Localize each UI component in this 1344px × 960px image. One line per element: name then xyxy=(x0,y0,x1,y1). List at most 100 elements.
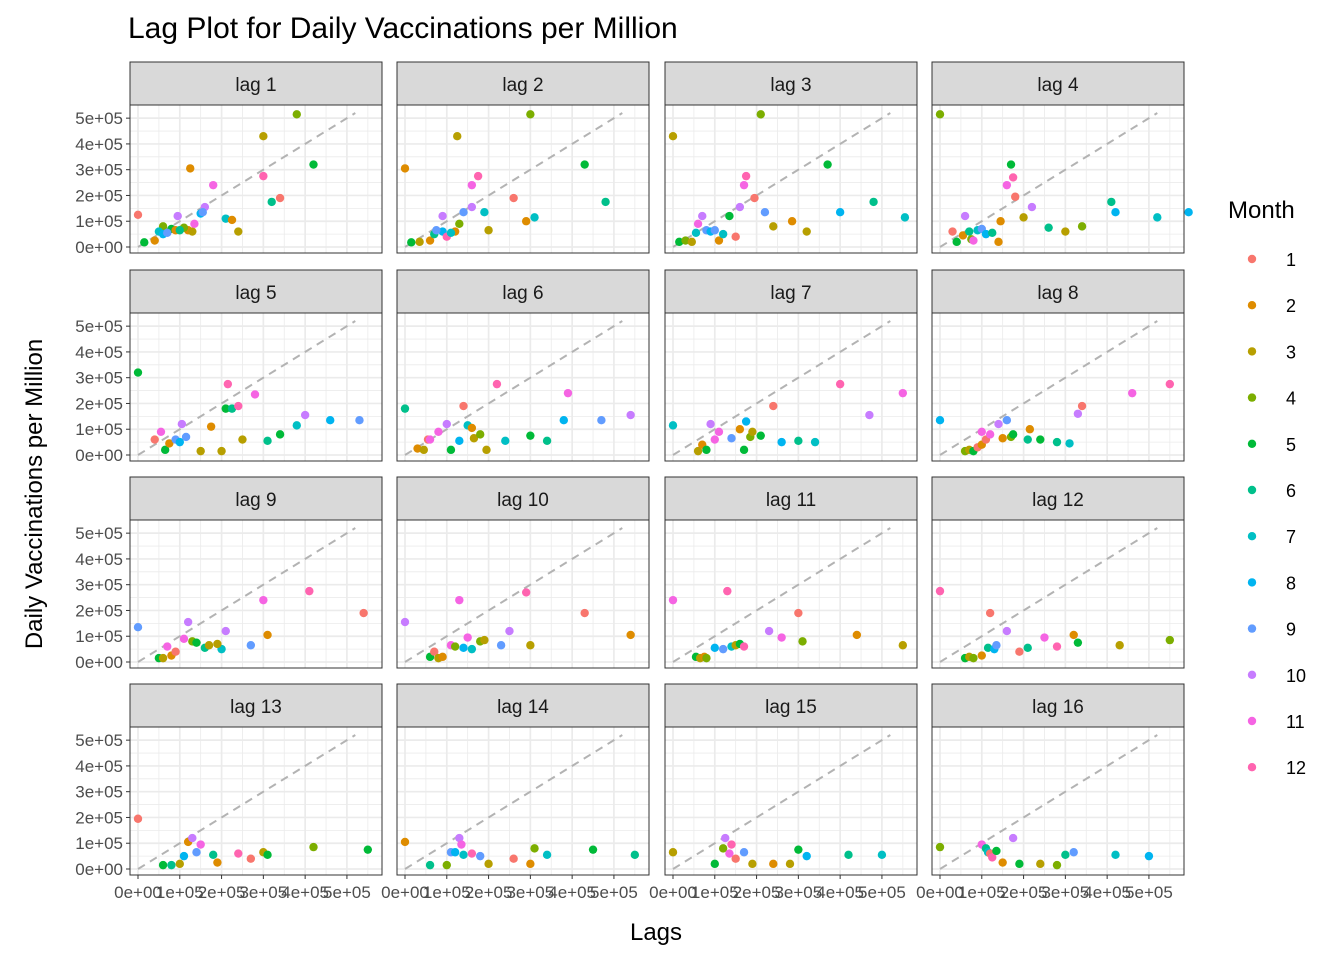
data-point xyxy=(750,193,759,203)
facet-label: lag 11 xyxy=(766,490,816,511)
facet-strip xyxy=(664,476,918,521)
legend-label: 8 xyxy=(1286,573,1296,593)
data-point xyxy=(668,848,678,857)
panel-background xyxy=(665,727,917,875)
identity-reference-line xyxy=(672,527,891,663)
data-point xyxy=(446,445,456,455)
data-point xyxy=(188,833,197,843)
data-point xyxy=(463,633,472,642)
x-tick-label: 2e+05 xyxy=(733,883,781,902)
data-point xyxy=(259,131,268,141)
data-point xyxy=(1107,197,1116,207)
data-point xyxy=(246,641,256,650)
facet-label: lag 16 xyxy=(1032,697,1084,718)
data-point xyxy=(438,652,447,662)
facet-panel: lag 5 0e+00 1e+05 2e+05 3e+05 4e+05 5e+05 xyxy=(75,269,383,465)
data-point xyxy=(998,858,1007,867)
data-point xyxy=(1065,439,1074,448)
data-point xyxy=(769,222,778,231)
x-axis-title: Lags xyxy=(630,919,682,946)
panel-border xyxy=(129,312,383,462)
identity-reference-line xyxy=(939,734,1158,870)
legend-key xyxy=(1247,439,1257,448)
panel-background xyxy=(665,520,917,668)
data-point xyxy=(965,227,974,236)
data-point xyxy=(985,430,995,439)
x-tick-label: 1e+05 xyxy=(156,883,204,902)
identity-reference-line xyxy=(939,320,1158,456)
data-point xyxy=(960,211,970,221)
legend-key xyxy=(1247,301,1257,310)
data-point xyxy=(175,859,184,869)
data-point xyxy=(597,416,606,425)
data-point xyxy=(835,208,845,217)
data-point xyxy=(675,237,684,247)
data-point xyxy=(702,653,711,663)
data-point xyxy=(710,643,719,653)
data-point xyxy=(400,404,410,413)
data-point xyxy=(432,226,441,235)
y-tick-label: 5e+05 xyxy=(75,109,123,128)
data-point xyxy=(764,626,774,636)
legend-title: Month xyxy=(1228,197,1295,224)
data-point xyxy=(1073,638,1083,647)
facet-panel: lag 8 xyxy=(931,269,1185,462)
data-point xyxy=(668,595,678,605)
data-point xyxy=(234,401,243,411)
data-point xyxy=(467,202,477,212)
data-point xyxy=(992,846,1001,856)
data-point xyxy=(246,854,256,863)
data-point xyxy=(542,436,552,446)
x-tick-label: 0e+00 xyxy=(114,883,162,902)
data-point xyxy=(563,388,573,398)
panel-border xyxy=(664,312,918,462)
data-point xyxy=(710,435,719,444)
panel-border xyxy=(129,519,383,669)
panel-border xyxy=(396,312,650,462)
data-point xyxy=(430,647,439,656)
data-point xyxy=(739,180,749,190)
data-point xyxy=(935,842,945,852)
data-point xyxy=(521,588,531,597)
data-point xyxy=(450,848,460,857)
facet-label: lag 5 xyxy=(235,283,276,304)
y-tick-label: 4e+05 xyxy=(75,757,123,776)
data-point xyxy=(935,110,945,119)
data-point xyxy=(1077,401,1087,411)
data-point xyxy=(133,623,143,632)
data-point xyxy=(223,379,233,389)
identity-reference-line xyxy=(137,527,356,663)
data-point xyxy=(687,237,697,247)
y-tick-label: 5e+05 xyxy=(75,317,123,336)
data-point xyxy=(992,641,1001,650)
data-point xyxy=(852,630,862,640)
data-point xyxy=(741,171,751,181)
data-point xyxy=(263,630,272,640)
y-tick-label: 1e+05 xyxy=(75,420,123,439)
data-point xyxy=(192,848,201,857)
data-point xyxy=(898,641,908,650)
panel-border xyxy=(396,519,650,669)
panel-border xyxy=(931,312,1185,462)
facet-label: lag 8 xyxy=(1037,283,1078,304)
x-tick-label: 0e+00 xyxy=(916,883,964,902)
facet-strip xyxy=(396,683,650,728)
data-point xyxy=(727,840,736,849)
panel-border xyxy=(664,104,918,254)
facet-strip xyxy=(396,269,650,314)
y-tick-label: 2e+05 xyxy=(75,394,123,413)
x-tick-label: 2e+05 xyxy=(1000,883,1048,902)
data-point xyxy=(1115,641,1124,650)
legend-label: 4 xyxy=(1286,389,1296,409)
data-point xyxy=(731,854,740,863)
data-point xyxy=(785,859,795,869)
facet-panel: lag 10 xyxy=(396,476,650,669)
data-point xyxy=(209,850,218,860)
data-point xyxy=(1052,642,1062,651)
y-tick-label: 3e+05 xyxy=(75,576,123,595)
data-point xyxy=(735,425,745,434)
data-point xyxy=(434,427,443,437)
panel-border xyxy=(931,104,1185,254)
data-point xyxy=(133,210,143,219)
